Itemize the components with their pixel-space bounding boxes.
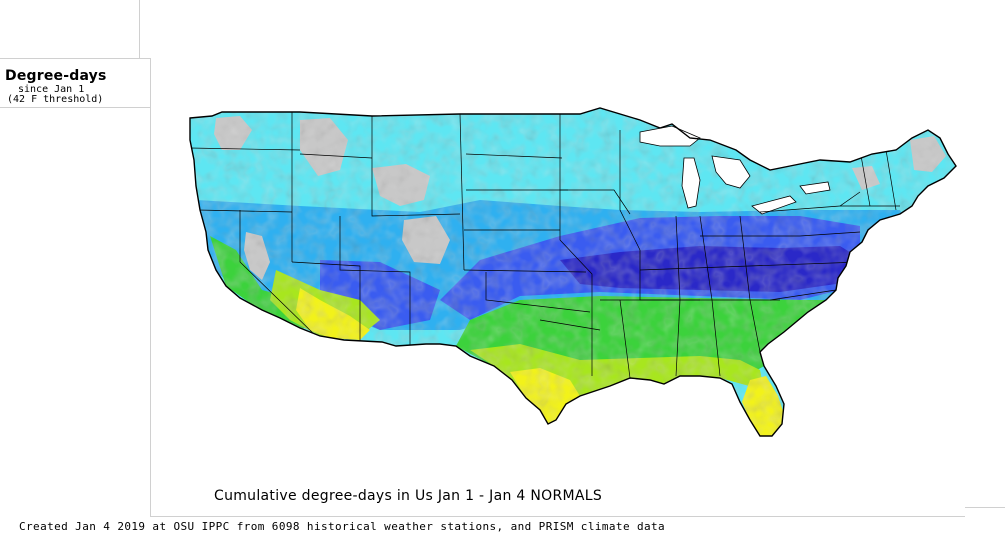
frame-divider-vertical-left [150,58,151,516]
frame-divider-bottom [150,516,965,517]
lake-erie [751,195,797,215]
legend-divider [0,107,150,108]
legend-title: Degree-days [5,68,107,84]
us-outline [189,107,957,437]
lake-superior [639,125,701,147]
lake-huron [711,155,751,189]
data-credit: Created Jan 4 2019 at OSU IPPC from 6098… [19,520,666,533]
frame-divider-bottom-right [965,507,1005,508]
legend-subtitle-threshold: (42 F threshold) [7,94,104,105]
legend-subtitle-date: since Jan 1 [18,84,85,95]
map-caption: Cumulative degree-days in Us Jan 1 - Jan… [214,488,603,504]
great-lakes [639,125,831,215]
frame-divider-horizontal-top [0,58,150,59]
lake-ontario [799,181,831,195]
lake-michigan [681,157,701,209]
state-borders [190,112,900,379]
frame-divider-vertical-top [139,0,140,58]
